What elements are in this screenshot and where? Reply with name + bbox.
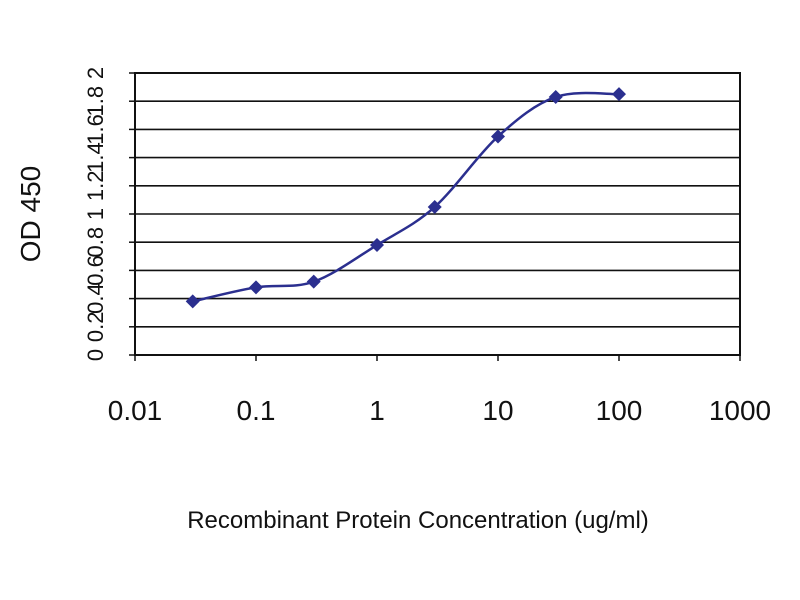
- x-axis-label: Recombinant Protein Concentration (ug/ml…: [187, 507, 649, 534]
- y-tick-label: 1.6: [83, 114, 108, 145]
- x-tick-label: 10: [482, 395, 513, 426]
- y-tick-label: 0: [83, 349, 108, 361]
- data-point-marker: [548, 89, 563, 104]
- x-tick-label: 1: [369, 395, 385, 426]
- y-axis-label: OD 450: [15, 166, 46, 263]
- data-point-marker: [427, 199, 442, 214]
- data-point-marker: [370, 238, 384, 253]
- x-tick-label: 1000: [709, 395, 771, 426]
- series-layer: [185, 87, 626, 309]
- x-tick-label: 0.1: [237, 395, 276, 426]
- data-point-marker: [306, 274, 321, 289]
- y-tick-label: 0.6: [83, 255, 108, 286]
- data-point-marker: [249, 280, 263, 295]
- x-tick-label: 0.01: [108, 395, 163, 426]
- data-point-marker: [491, 129, 505, 144]
- data-point-marker: [185, 294, 200, 309]
- y-tick-label: 1.8: [83, 86, 108, 117]
- y-tick-label: 1: [83, 208, 108, 220]
- x-tick-label: 100: [596, 395, 643, 426]
- y-tick-labels: 0 0.20.40.60.8 1 1.21.41.61.8 2: [83, 67, 135, 361]
- y-tick-label: 0.8: [83, 227, 108, 258]
- y-tick-label: 1.2: [83, 171, 108, 202]
- y-tick-label: 2: [83, 67, 108, 79]
- gridlines: [135, 100, 740, 328]
- y-tick-label: 1.4: [83, 142, 108, 173]
- data-point-marker: [612, 87, 626, 102]
- y-tick-label: 0.4: [83, 283, 108, 314]
- x-tick-labels: 0.01 0.1 1 10 100 1000: [108, 355, 771, 426]
- y-tick-label: 0.2: [83, 312, 108, 343]
